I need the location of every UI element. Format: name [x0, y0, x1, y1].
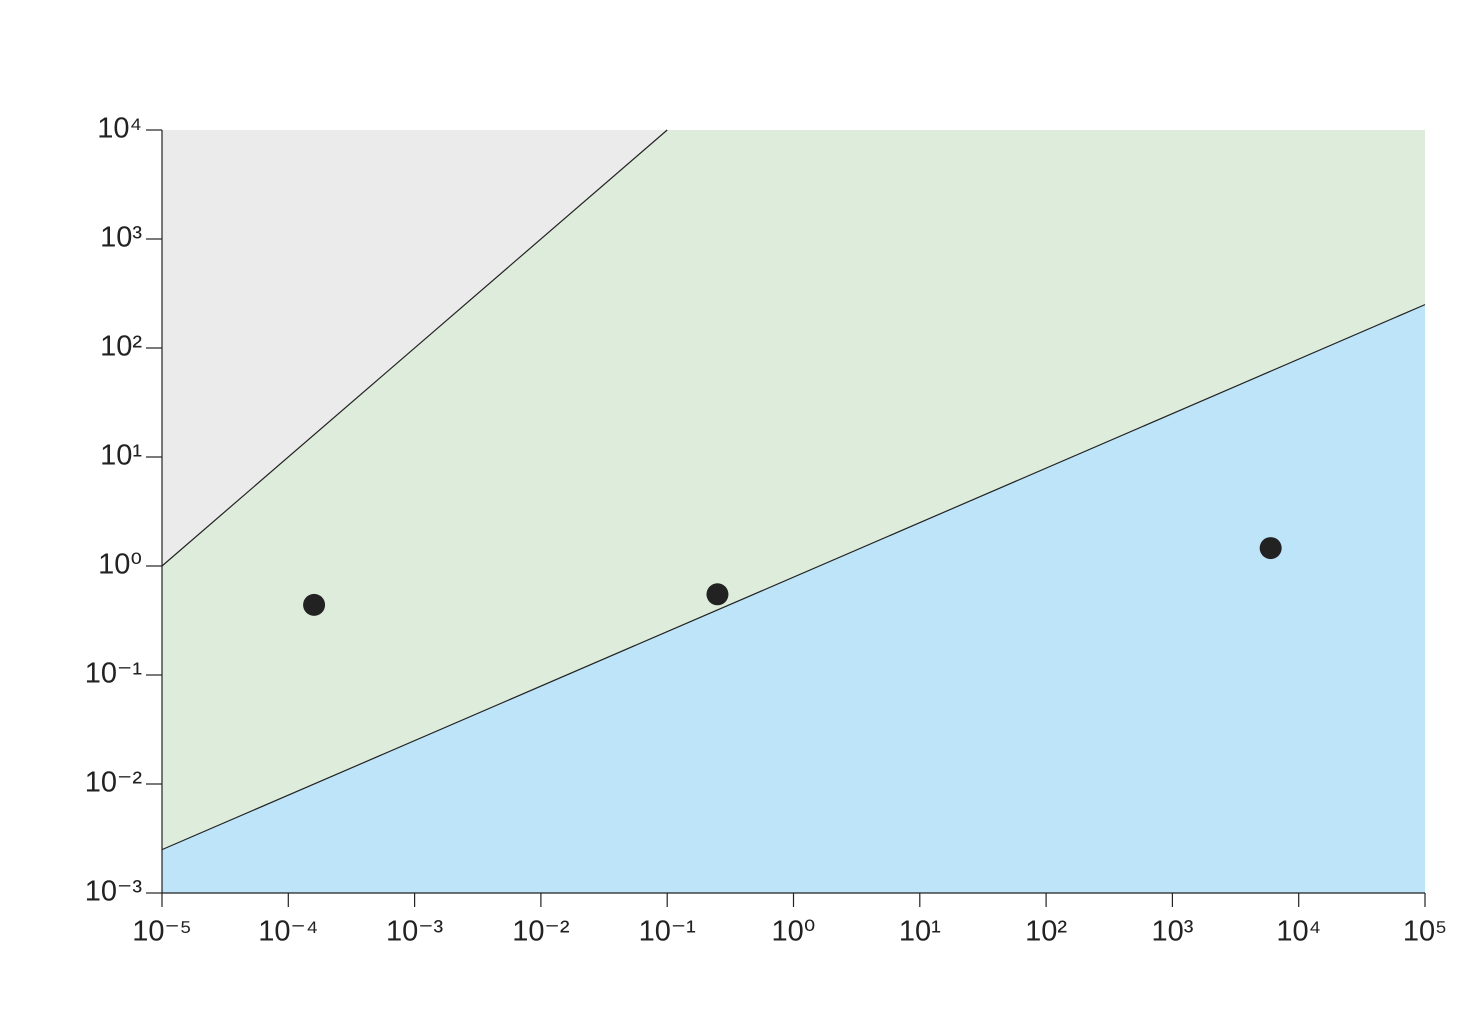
x-tick-label: 10⁻⁵ — [132, 916, 192, 948]
x-tick-label: 10⁵ — [1403, 916, 1447, 948]
x-tick-label: 10⁴ — [1276, 916, 1321, 948]
point — [303, 593, 326, 616]
x-tick-label: 10³ — [1151, 916, 1193, 948]
y-tick-label: 10⁻² — [85, 767, 143, 799]
x-tick-label: 10⁻² — [512, 916, 570, 948]
y-tick-label: 10¹ — [100, 440, 142, 472]
region — [162, 304, 1425, 894]
y-tick-label: 10⁴ — [97, 113, 142, 145]
y-tick-label: 10³ — [100, 222, 142, 254]
y-tick-label: 10⁻³ — [85, 876, 143, 908]
x-tick-label: 10⁻⁴ — [258, 916, 318, 948]
boundary-line — [161, 304, 1426, 851]
x-tick-label: 10² — [1025, 916, 1067, 948]
point — [706, 583, 729, 606]
x-tick-label: 10⁰ — [772, 916, 816, 948]
boundary-line — [161, 129, 668, 567]
y-tick-label: 10⁰ — [98, 549, 142, 581]
point — [1259, 537, 1282, 560]
x-tick-label: 10⁻³ — [386, 916, 444, 948]
x-tick-label: 10¹ — [899, 916, 941, 948]
y-tick-label: 10² — [100, 331, 142, 363]
y-tick-label: 10⁻¹ — [85, 658, 143, 690]
x-tick-label: 10⁻¹ — [639, 916, 697, 948]
